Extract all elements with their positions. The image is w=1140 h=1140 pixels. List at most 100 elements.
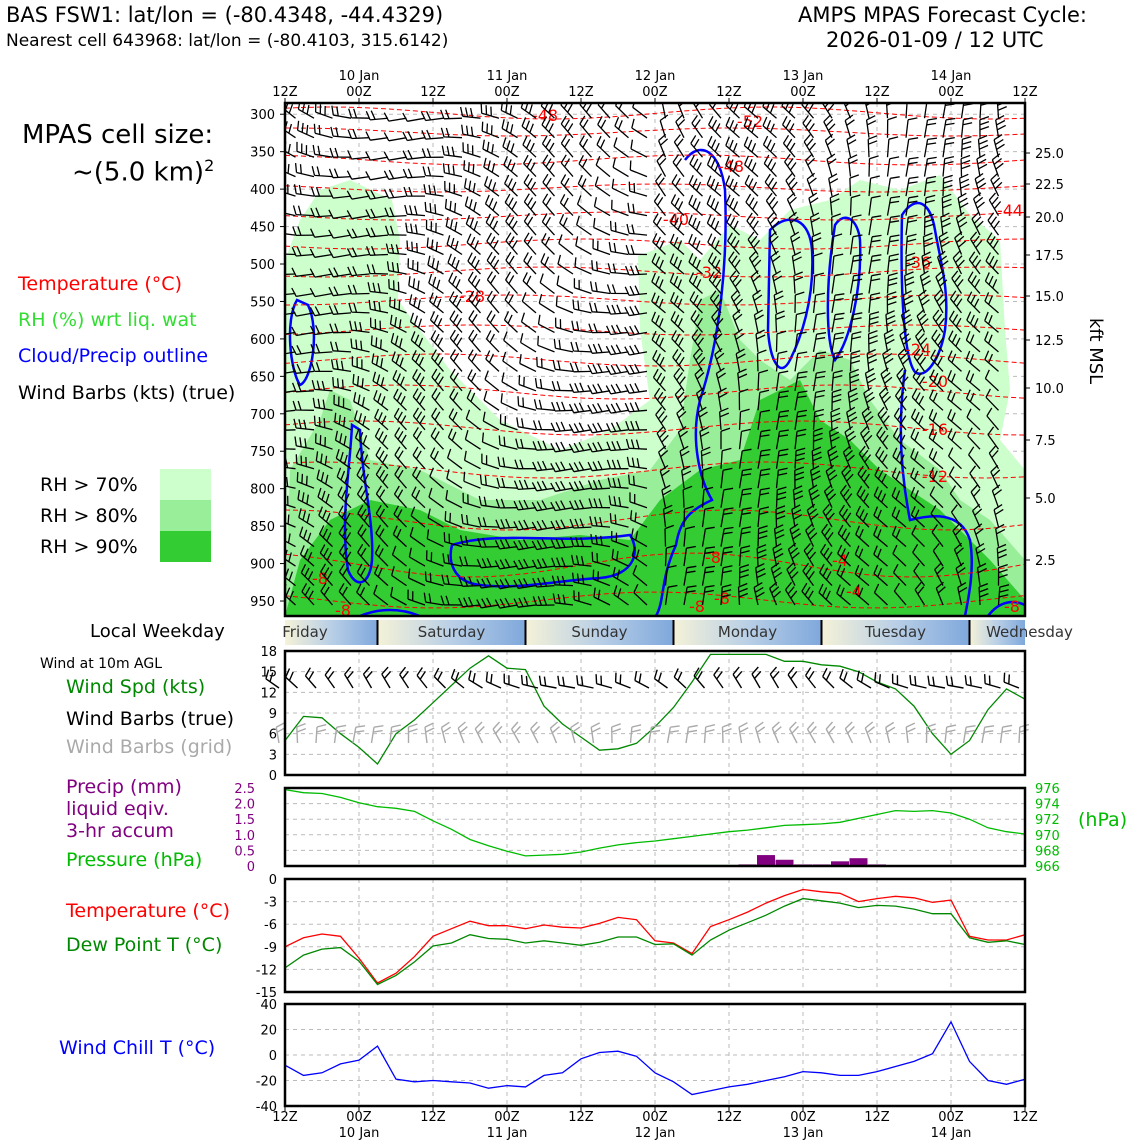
wind-barb	[934, 562, 945, 586]
wind-barb	[806, 172, 817, 197]
wind-barb	[446, 469, 463, 489]
wind-barb	[683, 545, 696, 567]
wind-barb	[554, 317, 574, 334]
wind-barb	[468, 670, 483, 689]
wind-barb	[329, 323, 352, 334]
wind-barb	[962, 725, 976, 744]
wind-barb	[753, 309, 764, 333]
wind-barb	[595, 674, 613, 689]
wind-barb	[954, 231, 967, 255]
wind-barb	[955, 562, 966, 586]
wind-barb	[372, 371, 389, 392]
wind-barb	[575, 236, 592, 256]
wind-barb	[701, 486, 714, 508]
wind-barb	[412, 466, 426, 489]
wind-barb	[399, 666, 410, 689]
wind-barb	[384, 225, 407, 236]
wind-barb	[788, 211, 799, 236]
wind-barb	[944, 724, 957, 744]
wind-barb	[365, 245, 389, 256]
temperature-tick-label: -12	[256, 963, 277, 978]
wind-barb	[633, 583, 648, 606]
wind-barb	[293, 184, 315, 197]
wind-barb	[923, 194, 936, 216]
wind-barb	[849, 194, 861, 216]
wind-barb	[624, 402, 648, 413]
wind-barb	[468, 329, 481, 353]
wind-barb	[831, 233, 843, 255]
wind-barb	[823, 484, 837, 508]
wind-barb	[675, 114, 686, 138]
wind-barb	[951, 270, 964, 294]
wind-barb	[849, 273, 864, 294]
wind-barb	[905, 156, 919, 177]
wind-barb	[593, 217, 611, 236]
wind-barb	[822, 667, 835, 689]
wind-barb	[463, 178, 481, 197]
wind-barb	[930, 505, 944, 528]
temperature-contour-label: -40	[663, 210, 689, 229]
wind-barb	[542, 193, 555, 217]
wind-barb	[482, 139, 500, 158]
wind-barb	[352, 725, 366, 744]
wind-barb	[523, 212, 537, 236]
wind-barb	[328, 189, 352, 199]
wind-barb	[808, 484, 820, 508]
wind-barb	[328, 248, 352, 259]
wind-barb	[738, 564, 750, 586]
wind-barb	[330, 126, 352, 139]
wind-barb	[464, 430, 481, 450]
wind-barb	[892, 563, 907, 587]
wind-barb	[786, 562, 799, 586]
wind-barb	[763, 154, 777, 178]
wind-barb	[390, 586, 407, 606]
wind-barb	[948, 330, 962, 353]
wind-barb	[629, 724, 642, 744]
wind-barb	[996, 543, 1007, 567]
wind-barb	[683, 585, 697, 606]
wind-barb	[532, 460, 555, 472]
wind-barb	[466, 233, 481, 255]
wind-barb	[625, 245, 648, 256]
wind-barb	[864, 721, 875, 744]
wind-barb	[595, 156, 611, 178]
wind-barb	[375, 524, 389, 548]
wind-barb	[997, 584, 1010, 606]
wind-barb	[285, 312, 296, 316]
wind-barb	[614, 116, 629, 139]
wind-barb	[886, 176, 900, 197]
wind-barb	[629, 492, 648, 509]
pressure-tick-label: 300	[250, 108, 275, 123]
wind-barbs-grid-label: Wind Barbs (grid)	[66, 736, 233, 758]
wind-barb	[631, 118, 648, 139]
wind-barb	[347, 150, 370, 160]
temperature-tick-label: -15	[256, 986, 277, 1001]
wind-barb	[300, 564, 315, 587]
temperature-contour	[285, 183, 1025, 193]
wind-barb	[538, 675, 557, 689]
wind-barb	[732, 666, 743, 689]
wind-barb	[405, 222, 426, 236]
wind-barb	[394, 427, 407, 450]
wind-barb	[355, 447, 370, 470]
wind-barb	[873, 525, 888, 548]
wind-barb	[294, 436, 315, 450]
wind-barb	[977, 134, 989, 158]
wind-barb	[311, 380, 333, 392]
wind-barb	[831, 388, 842, 411]
wind-barb	[285, 429, 296, 431]
temperature-contour	[285, 106, 1025, 120]
wind-barb	[285, 549, 296, 567]
wind-barb	[383, 169, 407, 180]
wind-barb	[757, 369, 769, 391]
wind-barb	[494, 538, 518, 550]
wind-barb	[695, 386, 707, 411]
wind-barb	[550, 441, 574, 453]
wind-barb	[442, 163, 463, 178]
wind-barb	[931, 524, 944, 547]
wind-barb	[374, 408, 389, 431]
windchill-tick-label: 40	[260, 998, 277, 1013]
wind-barb	[310, 362, 333, 373]
wind-barb	[465, 214, 481, 236]
wind-barb	[310, 343, 333, 354]
